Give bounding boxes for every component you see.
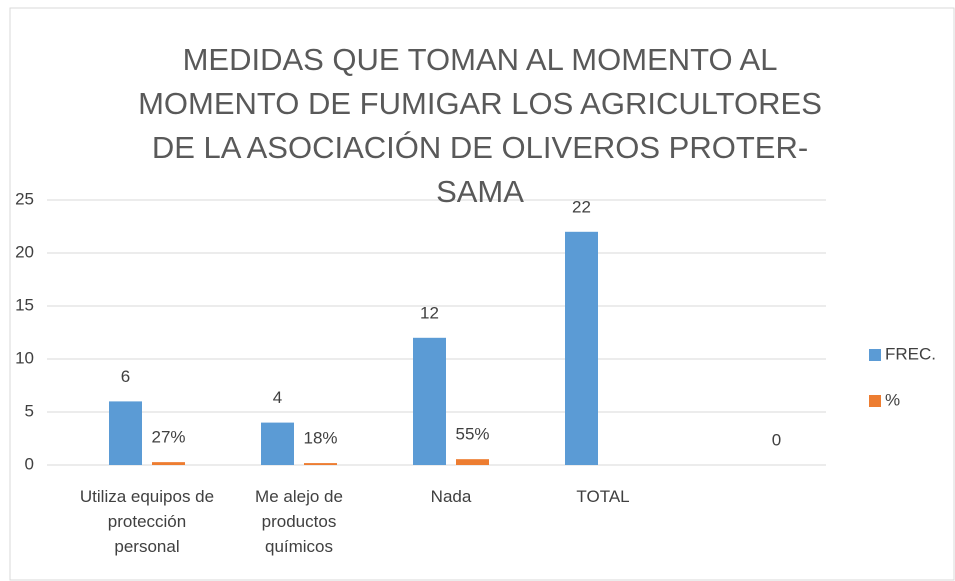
data-label: 27% <box>151 428 185 447</box>
data-label: 12 <box>420 303 439 322</box>
x-tick-label: Me alejo de productos químicos <box>255 487 343 556</box>
x-tick-label: TOTAL <box>576 487 630 506</box>
bar <box>413 337 446 465</box>
legend-swatch <box>869 349 881 361</box>
bar <box>152 462 185 465</box>
legend-swatch <box>869 395 881 407</box>
bar <box>304 463 337 465</box>
legend-label: FREC. <box>885 344 936 363</box>
data-label: 4 <box>273 388 282 407</box>
y-tick-label: 25 <box>15 189 34 208</box>
y-tick-label: 20 <box>15 242 34 261</box>
chart-border <box>9 7 955 581</box>
y-tick-label: 15 <box>15 295 34 314</box>
bar <box>456 459 489 465</box>
data-label: 18% <box>303 429 337 448</box>
bar <box>565 231 598 465</box>
x-tick-label: Nada <box>430 487 472 506</box>
bar <box>261 422 294 465</box>
data-label: 22 <box>572 197 591 216</box>
y-tick-label: 10 <box>15 348 34 367</box>
y-tick-label: 5 <box>25 401 34 420</box>
y-tick-label: 0 <box>25 454 34 473</box>
bar <box>109 401 142 465</box>
x-tick-label: Utiliza equipos de protección personal <box>79 487 215 556</box>
data-label: 55% <box>455 425 489 444</box>
chart-title: MEDIDAS QUE TOMAN AL MOMENTO AL MOMENTO … <box>138 42 822 209</box>
data-label: 0 <box>772 430 781 449</box>
data-label: 6 <box>121 367 130 386</box>
legend-label: % <box>885 390 900 409</box>
